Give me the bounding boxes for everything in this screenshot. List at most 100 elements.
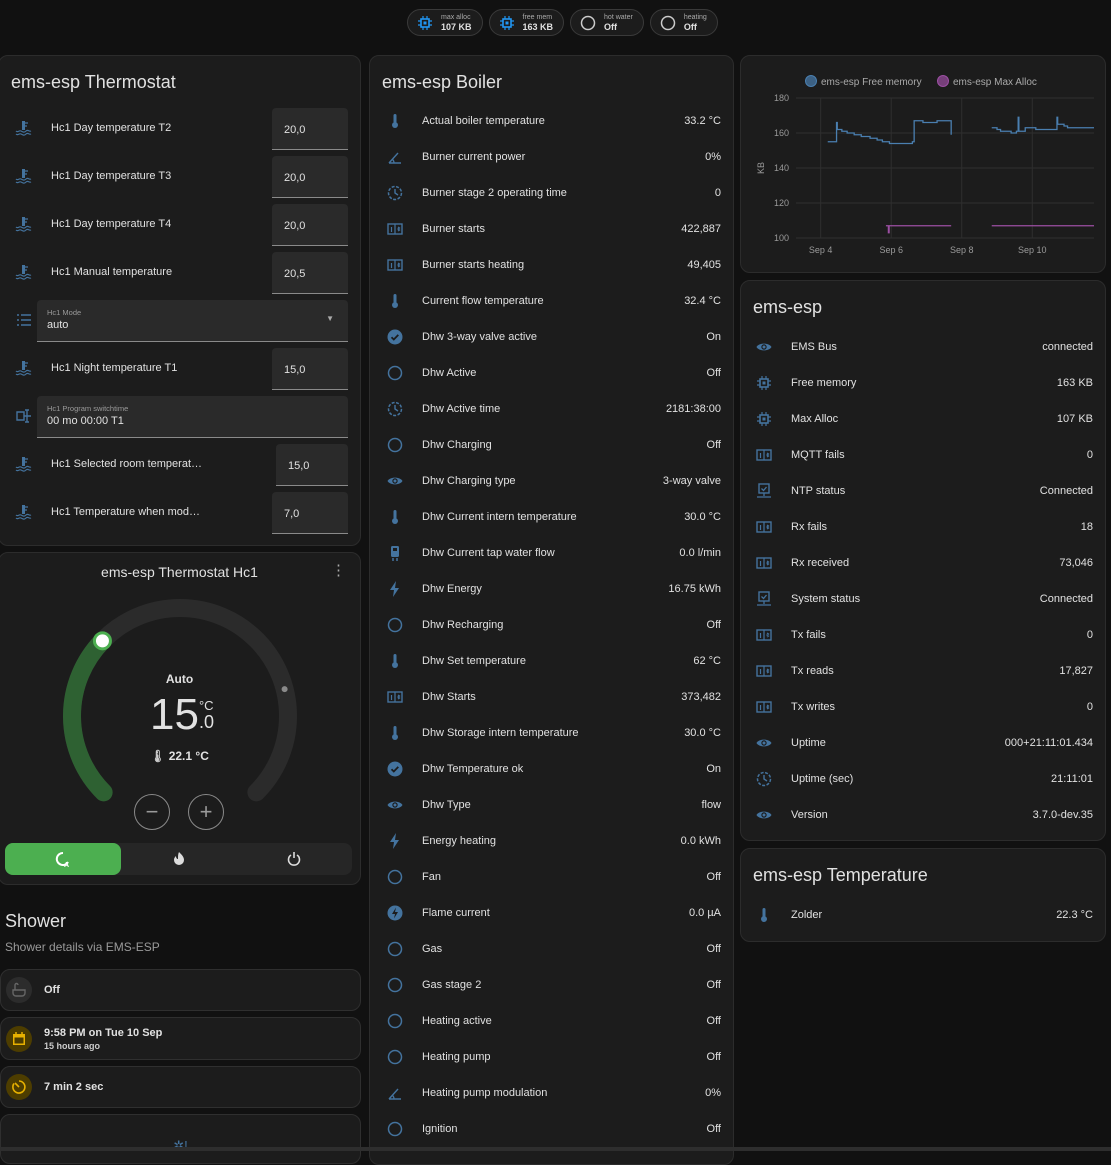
counter-icon [386,220,404,238]
counter-icon [755,518,773,536]
entity-row[interactable]: Rx received 73,046 [755,553,1093,573]
entity-row[interactable]: Actual boiler temperature 33.2 °C [386,111,721,131]
mode-select[interactable]: Hc1 Mode auto ▼ [37,300,348,342]
increase-button[interactable]: + [188,794,224,830]
clock-icon [386,184,404,202]
entity-row[interactable]: Gas stage 2 Off [386,975,721,995]
shower-row[interactable]: 7 min 2 sec [0,1066,361,1108]
timer-icon [10,1078,28,1096]
shower-extra-card[interactable]: ✲! [0,1114,361,1164]
flash-circle-icon [386,904,404,922]
temperature-dial[interactable] [0,553,361,843]
row-badge [6,1074,32,1100]
field-value: 00 mo 00:00 T1 [47,415,124,427]
number-input[interactable]: 15,0 [276,444,348,486]
entity-row[interactable]: Current flow temperature 32.4 °C [386,291,721,311]
entity-row[interactable]: Dhw Set temperature 62 °C [386,651,721,671]
chip-hot-water[interactable]: hot water Off [570,9,644,36]
row-icon [15,407,33,430]
entity-value: 3-way valve [662,475,721,487]
entity-row[interactable]: Ignition Off [386,1119,721,1139]
chip-max-alloc[interactable]: max alloc 107 KB [407,9,483,36]
entity-row[interactable]: Dhw Type flow [386,795,721,815]
entity-row[interactable]: Uptime 000+21:11:01.434 [755,733,1093,753]
entity-name: Uptime [791,737,826,749]
entity-value: 3.7.0-dev.35 [1032,809,1093,821]
shower-row[interactable]: 9:58 PM on Tue 10 Sep 15 hours ago [0,1017,361,1060]
entity-row[interactable]: Dhw Temperature ok On [386,759,721,779]
entity-row[interactable]: Dhw Active time 2181:38:00 [386,399,721,419]
entity-value: 0.0 µA [688,907,721,919]
more-options-icon[interactable]: ⋮ [331,562,346,579]
entity-row[interactable]: Tx reads 17,827 [755,661,1093,681]
entity-value: 17,827 [1059,665,1093,677]
monitor-check-icon [755,590,773,608]
entity-row[interactable]: System status Connected [755,589,1093,609]
counter-icon [386,688,404,706]
number-input[interactable]: 20,5 [272,252,348,294]
entity-row[interactable]: Uptime (sec) 21:11:01 [755,769,1093,789]
entity-row[interactable]: Dhw Energy 16.75 kWh [386,579,721,599]
entity-row[interactable]: Max Alloc 107 KB [755,409,1093,429]
entity-row[interactable]: Dhw Current intern temperature 30.0 °C [386,507,721,527]
entity-row[interactable]: Dhw Starts 373,482 [386,687,721,707]
entity-row[interactable]: Free memory 163 KB [755,373,1093,393]
entity-row[interactable]: Dhw 3-way valve active On [386,327,721,347]
entity-row[interactable]: Dhw Charging type 3-way valve [386,471,721,491]
number-input[interactable]: 15,0 [272,348,348,390]
legend-label[interactable]: ems-esp Max Alloc [953,77,1037,88]
text-input[interactable]: Hc1 Program switchtime 00 mo 00:00 T1 [37,396,348,438]
entity-row[interactable]: Tx writes 0 [755,697,1093,717]
entity-row[interactable]: Heating pump modulation 0% [386,1083,721,1103]
entity-row[interactable]: Dhw Storage intern temperature 30.0 °C [386,723,721,743]
entity-row[interactable]: Rx fails 18 [755,517,1093,537]
entity-row[interactable]: Version 3.7.0-dev.35 [755,805,1093,825]
number-input[interactable]: 20,0 [272,108,348,150]
shower-row[interactable]: Off [0,969,361,1011]
angle-icon [386,1084,404,1102]
number-input[interactable]: 7,0 [272,492,348,534]
entity-row[interactable]: Dhw Current tap water flow 0.0 l/min [386,543,721,563]
series-line-1[interactable] [885,225,1094,234]
entity-row[interactable]: Burner starts 422,887 [386,219,721,239]
entity-value: 000+21:11:01.434 [1004,737,1093,749]
entity-row[interactable]: EMS Bus connected [755,337,1093,357]
chip-icon [755,410,773,428]
entity-row[interactable]: NTP status Connected [755,481,1093,501]
entity-value: 0 [1086,449,1093,461]
entity-row[interactable]: Burner stage 2 operating time 0 [386,183,721,203]
water-thermometer-icon [15,263,33,281]
mode-button-fire[interactable] [121,843,237,875]
entity-row[interactable]: Heating active Off [386,1011,721,1031]
entity-row[interactable]: Gas Off [386,939,721,959]
legend-label[interactable]: ems-esp Free memory [821,77,922,88]
series-line-0[interactable] [827,116,1094,145]
entity-name: Hc1 Day temperature T3 [51,170,172,182]
entity-row[interactable]: Dhw Active Off [386,363,721,383]
entity-row[interactable]: Burner starts heating 49,405 [386,255,721,275]
entity-value: On [706,763,721,775]
mode-button-power[interactable] [236,843,352,875]
entity-row[interactable]: Energy heating 0.0 kWh [386,831,721,851]
target-handle[interactable] [92,631,112,651]
entity-row[interactable]: Tx fails 0 [755,625,1093,645]
entity-row[interactable]: Heating pump Off [386,1047,721,1067]
mode-button-auto-mode[interactable]: A [5,843,121,875]
card-title: ems-esp [753,297,823,317]
entity-row[interactable]: Fan Off [386,867,721,887]
number-input[interactable]: 20,0 [272,204,348,246]
bottom-scrollbar[interactable] [0,1147,1111,1151]
number-input[interactable]: 20,0 [272,156,348,198]
entity-row[interactable]: Flame current 0.0 µA [386,903,721,923]
water-thermometer-icon [15,455,33,473]
decrease-button[interactable]: − [134,794,170,830]
entity-row[interactable]: Dhw Charging Off [386,435,721,455]
chip-heating[interactable]: heating Off [649,9,718,36]
climate-title: ems-esp Thermostat Hc1 [101,564,258,580]
chip-free-mem[interactable]: free mem 163 KB [488,9,565,36]
entity-row[interactable]: Zolder 22.3 °C [755,905,1093,925]
entity-row[interactable]: MQTT fails 0 [755,445,1093,465]
entity-row[interactable]: Dhw Recharging Off [386,615,721,635]
counter-icon [755,446,773,464]
entity-row[interactable]: Burner current power 0% [386,147,721,167]
